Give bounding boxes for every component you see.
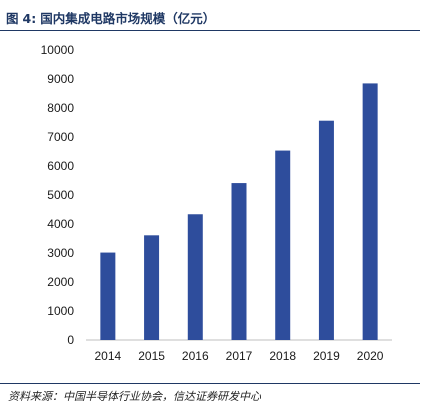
y-tick-label: 10000 xyxy=(41,43,75,57)
figure-label: 图 xyxy=(6,11,19,26)
bar-2018 xyxy=(275,150,291,340)
bar-2016 xyxy=(187,214,203,340)
x-tick-label: 2020 xyxy=(357,349,384,363)
bar-2014 xyxy=(100,252,116,340)
y-tick-label: 6000 xyxy=(47,159,74,173)
x-tick-label: 2016 xyxy=(182,349,209,363)
figure-header: 图 4: 国内集成电路市场规模（亿元） xyxy=(6,8,215,27)
y-tick-label: 1000 xyxy=(47,304,74,318)
y-tick-label: 5000 xyxy=(47,188,74,202)
source-note: 资料来源：中国半导体行业协会，信达证券研发中心 xyxy=(8,390,261,403)
y-tick-label: 4000 xyxy=(47,217,74,231)
footer-rule xyxy=(0,383,420,384)
x-tick-label: 2019 xyxy=(313,349,340,363)
x-tick-label: 2018 xyxy=(269,349,296,363)
y-tick-label: 9000 xyxy=(47,72,74,86)
bar-series xyxy=(100,83,378,341)
bar-2019 xyxy=(318,120,334,341)
y-tick-label: 7000 xyxy=(47,130,74,144)
bar-2017 xyxy=(231,183,247,340)
y-axis: 0 1000 2000 3000 4000 5000 6000 7000 8000 9000 100… xyxy=(41,43,75,347)
x-axis: 2014 2015 2016 2017 2018 2019 2020 xyxy=(86,339,392,363)
y-tick-label: 3000 xyxy=(47,246,74,260)
y-tick-label: 8000 xyxy=(47,101,74,115)
y-tick-label: 2000 xyxy=(47,275,74,289)
chart-title: 国内集成电路市场规模（亿元） xyxy=(40,11,216,26)
x-tick-label: 2017 xyxy=(226,349,253,363)
figure-number: 4: xyxy=(22,11,37,26)
bar-2015 xyxy=(144,235,160,340)
x-tick-label: 2015 xyxy=(138,349,165,363)
y-tick-label: 0 xyxy=(67,333,74,347)
header-rule xyxy=(0,30,420,31)
bar-2020 xyxy=(362,83,378,341)
x-tick-label: 2014 xyxy=(95,349,122,363)
